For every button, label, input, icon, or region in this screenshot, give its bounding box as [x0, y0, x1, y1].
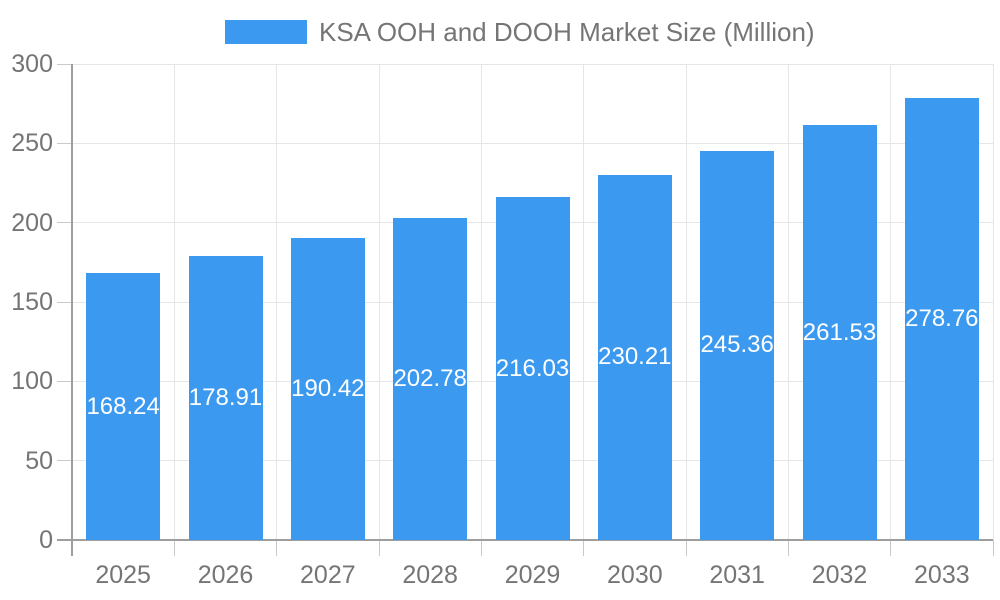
- x-tick-label: 2030: [607, 561, 663, 589]
- bar-2031[interactable]: [700, 150, 775, 540]
- bar-value-label: 216.03: [495, 354, 570, 382]
- bar-2027[interactable]: [290, 237, 365, 540]
- bar-2029[interactable]: [495, 197, 570, 540]
- y-tick-label: 50: [25, 446, 53, 475]
- x-tick-label: 2029: [504, 561, 561, 589]
- bar-2028[interactable]: [393, 218, 468, 540]
- y-tick-label: 250: [11, 129, 53, 158]
- bar-value-label: 278.76: [905, 304, 979, 332]
- x-tick-label: 2031: [709, 561, 765, 589]
- y-axis-tick: [57, 222, 72, 224]
- x-tick-label: 2033: [914, 561, 970, 589]
- x-axis-tick: [583, 540, 585, 556]
- y-tick-label: 300: [11, 50, 53, 78]
- x-axis-tick: [480, 540, 482, 556]
- bar-2033[interactable]: [904, 97, 979, 540]
- bar-value-label: 261.53: [802, 318, 877, 346]
- y-axis-tick: [57, 63, 72, 65]
- x-tick-label: 2032: [811, 561, 868, 589]
- chart-legend[interactable]: KSA OOH and DOOH Market Size (Million): [225, 18, 815, 46]
- x-axis-tick: [787, 540, 789, 556]
- bar-2026[interactable]: [188, 256, 263, 540]
- y-tick-label: 200: [11, 208, 53, 237]
- vertical-gridline: [992, 64, 994, 540]
- x-axis-tick: [992, 540, 994, 556]
- y-tick-label: 0: [39, 526, 53, 554]
- bar-value-label: 168.24: [86, 392, 160, 420]
- y-axis-line: [71, 64, 73, 556]
- x-tick-label: 2028: [402, 561, 458, 589]
- y-axis-tick: [57, 380, 72, 382]
- bar-value-label: 245.36: [700, 331, 774, 359]
- horizontal-gridline: [72, 142, 993, 144]
- y-axis-tick: [57, 460, 72, 462]
- x-axis-tick: [685, 540, 687, 556]
- y-axis-tick: [57, 301, 72, 303]
- bar-2025[interactable]: [86, 273, 161, 540]
- x-tick-label: 2027: [300, 561, 356, 589]
- bar-value-label: 230.21: [598, 343, 672, 371]
- bar-value-label: 202.78: [393, 365, 467, 393]
- x-axis-line: [57, 539, 993, 541]
- bar-value-label: 178.91: [188, 384, 263, 412]
- y-tick-label: 100: [11, 367, 53, 396]
- y-axis-tick: [57, 142, 72, 144]
- x-axis-tick: [276, 540, 278, 556]
- x-tick-label: 2025: [95, 561, 151, 589]
- bar-2030[interactable]: [597, 174, 672, 540]
- bar-2032[interactable]: [802, 125, 877, 540]
- x-tick-label: 2026: [197, 561, 254, 589]
- bar-value-label: 190.42: [291, 374, 365, 402]
- horizontal-gridline: [72, 63, 993, 65]
- legend-swatch: [225, 20, 307, 44]
- legend-label: KSA OOH and DOOH Market Size (Million): [319, 17, 815, 47]
- x-axis-tick: [173, 540, 175, 556]
- x-axis-tick: [378, 540, 380, 556]
- x-axis-tick: [890, 540, 892, 556]
- y-tick-label: 150: [11, 288, 53, 316]
